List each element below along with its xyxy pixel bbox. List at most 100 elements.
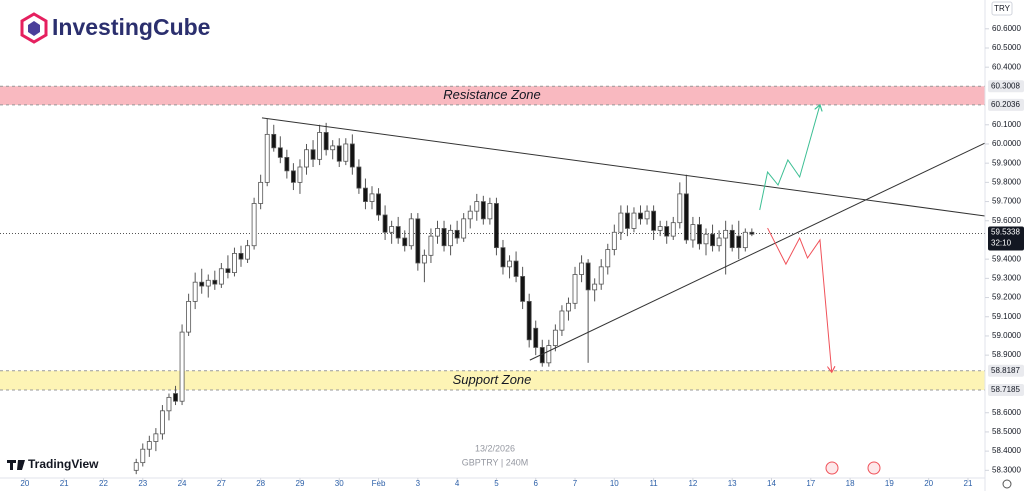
candle-body (382, 214, 388, 233)
x-tick-label: 21 (964, 479, 973, 488)
x-tick-label: 20 (924, 479, 933, 488)
x-tick-label: Feb (372, 479, 386, 488)
x-tick-label: 14 (767, 479, 776, 488)
candle-body (284, 157, 290, 172)
last-price-tag (988, 226, 1024, 251)
candle-body (245, 245, 250, 260)
candle-body (461, 218, 467, 239)
candle-body (736, 235, 742, 249)
platform-logo: TradingView (7, 457, 99, 471)
candle-body (192, 281, 198, 302)
candle-body (343, 143, 349, 162)
candle-body (323, 132, 329, 151)
y-tick-label: 59.4000 (992, 254, 1021, 263)
candle-body (448, 229, 454, 247)
last-price-label: 59.5338 (991, 228, 1020, 237)
x-tick-label: 10 (610, 479, 619, 488)
candle-body (546, 345, 552, 364)
y-tick-label: 60.6000 (992, 24, 1021, 33)
candle-body (670, 222, 676, 237)
candle-body (683, 193, 689, 241)
candle-body (290, 170, 296, 183)
candle-body (638, 212, 643, 220)
trendline (529, 142, 986, 361)
y-tick-label: 58.3000 (992, 465, 1021, 474)
candle-body (716, 237, 722, 247)
candle-body (277, 147, 283, 158)
candle-body (723, 229, 729, 239)
candle-body (533, 327, 539, 348)
x-tick-label: 3 (416, 479, 421, 488)
candle-body (271, 133, 277, 149)
y-tick-label: 58.9000 (992, 350, 1021, 359)
x-tick-label: 4 (455, 479, 460, 488)
candle-body (520, 276, 526, 302)
candle-body (173, 393, 178, 402)
candle-body (742, 231, 748, 249)
price-tag (988, 98, 1024, 111)
candle-body (598, 266, 604, 285)
candle-body (592, 283, 598, 291)
zone-band (0, 86, 985, 105)
x-tick-label: 29 (296, 479, 305, 488)
x-tick-label: 17 (806, 479, 815, 488)
settings-icon[interactable] (1002, 479, 1012, 489)
y-tick-label: 58.6000 (992, 408, 1021, 417)
price-tag-label: 60.3008 (991, 81, 1020, 90)
y-tick-label: 59.1000 (992, 312, 1021, 321)
trendline (261, 117, 986, 217)
candle-body (579, 262, 584, 275)
brand-name: InvestingCube (52, 14, 210, 40)
candle-body (572, 274, 578, 304)
candle-body (605, 249, 611, 268)
y-tick-label: 58.4000 (992, 446, 1021, 455)
candle-body (251, 203, 257, 247)
candle-body (428, 235, 434, 256)
x-tick-label: 30 (335, 479, 344, 488)
candle-body (618, 212, 624, 233)
candle-body (651, 210, 657, 231)
y-tick-label: 59.8000 (992, 177, 1021, 186)
x-tick-label: 20 (20, 479, 29, 488)
candle-body (611, 231, 617, 250)
zone-label: Support Zone (453, 372, 532, 387)
countdown: 32:10 (991, 239, 1012, 248)
currency-box (991, 1, 1013, 16)
candle-body (644, 210, 650, 220)
candle-body (363, 187, 368, 202)
candle-body (349, 143, 355, 168)
y-tick-label: 59.0000 (992, 331, 1021, 340)
candle-body (317, 132, 323, 160)
candle-body (199, 281, 205, 287)
candle-body (369, 193, 375, 202)
x-tick-label: 21 (60, 479, 69, 488)
y-tick-label: 60.0000 (992, 139, 1021, 148)
candle-body (258, 181, 264, 204)
candle-body (402, 237, 408, 247)
y-tick-label: 60.5000 (992, 43, 1021, 52)
candle-body (690, 224, 696, 241)
candle-body (376, 193, 381, 216)
candle-body (415, 218, 421, 264)
candle-body (664, 226, 670, 237)
candle-body (729, 229, 735, 249)
candle-body (205, 279, 211, 287)
candle-body (585, 262, 591, 291)
candle-body (356, 166, 362, 189)
candle-body (552, 329, 558, 346)
candle-body (507, 260, 512, 268)
candle-body (146, 441, 152, 450)
zone-label: Resistance Zone (443, 87, 541, 102)
candle-body (467, 210, 473, 220)
x-tick-label: 24 (178, 479, 187, 488)
candle-body (710, 233, 715, 247)
candle-body (166, 396, 172, 412)
candle-body (212, 279, 218, 285)
x-tick-label: 12 (688, 479, 697, 488)
candle-body (435, 228, 440, 237)
candle-body (232, 252, 237, 273)
candle-body (133, 462, 139, 471)
candle-body (513, 260, 519, 277)
